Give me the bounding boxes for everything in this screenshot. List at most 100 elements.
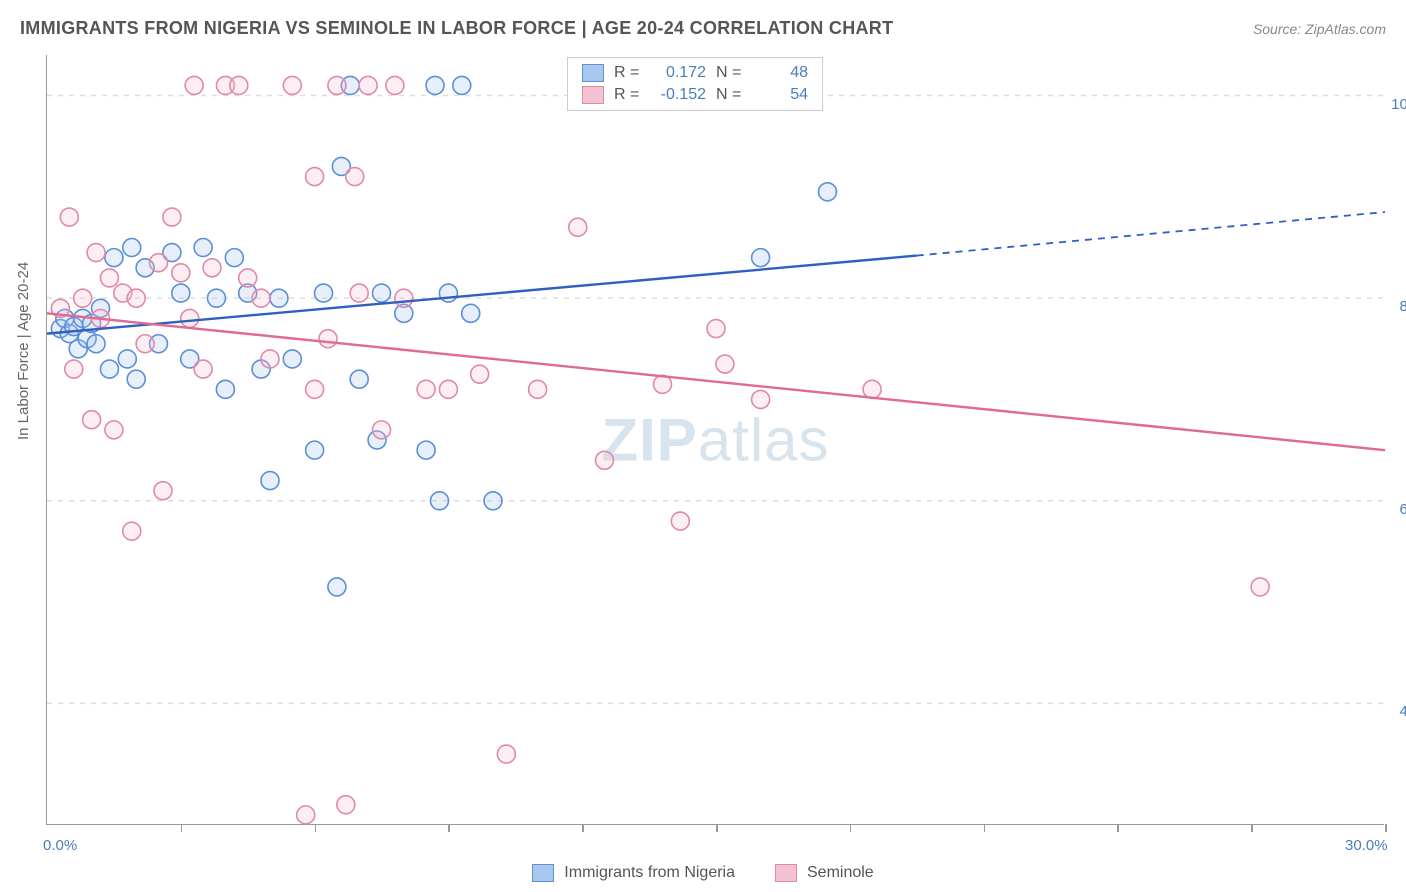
data-point	[373, 421, 391, 439]
data-point	[123, 522, 141, 540]
data-point	[270, 289, 288, 307]
data-point	[417, 441, 435, 459]
data-point	[426, 76, 444, 94]
data-point	[194, 360, 212, 378]
data-point	[752, 249, 770, 267]
data-point	[216, 380, 234, 398]
data-point	[462, 304, 480, 322]
data-point	[87, 244, 105, 262]
data-point	[350, 370, 368, 388]
data-point	[261, 472, 279, 490]
data-point	[671, 512, 689, 530]
data-point	[497, 745, 515, 763]
legend-series-name: Seminole	[807, 864, 874, 882]
data-point	[386, 76, 404, 94]
data-point	[74, 289, 92, 307]
data-point	[596, 451, 614, 469]
y-tick-label: 80.0%	[1399, 298, 1406, 315]
data-point	[181, 309, 199, 327]
data-point	[328, 76, 346, 94]
legend-swatch	[532, 864, 554, 882]
y-tick-label: 100.0%	[1391, 96, 1406, 113]
data-point	[163, 208, 181, 226]
data-point	[569, 218, 587, 236]
data-point	[337, 796, 355, 814]
data-point	[863, 380, 881, 398]
legend-N-label: N =	[716, 86, 744, 104]
data-point	[87, 335, 105, 353]
legend-stats-row: R =-0.152N =54	[568, 84, 822, 106]
data-point	[529, 380, 547, 398]
x-tick	[315, 824, 317, 832]
data-point	[359, 76, 377, 94]
legend-item: Seminole	[775, 864, 874, 882]
data-point	[306, 380, 324, 398]
source-attribution: Source: ZipAtlas.com	[1253, 21, 1386, 37]
data-point	[439, 284, 457, 302]
legend-R-value: -0.152	[652, 86, 706, 104]
x-tick	[1385, 824, 1387, 832]
data-point	[252, 289, 270, 307]
data-point	[819, 183, 837, 201]
data-point	[1251, 578, 1269, 596]
data-point	[118, 350, 136, 368]
data-point	[65, 360, 83, 378]
data-point	[105, 249, 123, 267]
data-point	[83, 411, 101, 429]
legend-series-name: Immigrants from Nigeria	[564, 864, 735, 882]
legend-R-label: R =	[614, 64, 642, 82]
x-tick	[582, 824, 584, 832]
chart-container: IMMIGRANTS FROM NIGERIA VS SEMINOLE IN L…	[0, 0, 1406, 892]
data-point	[707, 320, 725, 338]
trend-line-extrapolated	[917, 212, 1385, 256]
data-point	[439, 380, 457, 398]
data-point	[430, 492, 448, 510]
data-point	[373, 284, 391, 302]
legend-swatch	[775, 864, 797, 882]
x-tick	[1117, 824, 1119, 832]
data-point	[319, 330, 337, 348]
data-point	[194, 239, 212, 257]
data-point	[127, 370, 145, 388]
data-point	[105, 421, 123, 439]
data-point	[123, 239, 141, 257]
data-point	[328, 578, 346, 596]
x-tick-label: 30.0%	[1345, 837, 1388, 854]
y-axis-title: In Labor Force | Age 20-24	[15, 262, 32, 440]
legend-bottom: Immigrants from Nigeria Seminole	[0, 864, 1406, 882]
data-point	[203, 259, 221, 277]
data-point	[283, 350, 301, 368]
y-tick-label: 40.0%	[1399, 703, 1406, 720]
data-point	[136, 335, 154, 353]
data-point	[225, 249, 243, 267]
data-point	[752, 390, 770, 408]
data-point	[185, 76, 203, 94]
data-point	[484, 492, 502, 510]
data-point	[297, 806, 315, 824]
data-point	[283, 76, 301, 94]
data-point	[100, 360, 118, 378]
data-point	[261, 350, 279, 368]
data-point	[127, 289, 145, 307]
data-point	[453, 76, 471, 94]
data-point	[306, 168, 324, 186]
data-point	[346, 168, 364, 186]
x-tick	[716, 824, 718, 832]
plot-area: ZIPatlas R =0.172N =48R =-0.152N =54 40.…	[46, 55, 1384, 825]
data-point	[100, 269, 118, 287]
legend-N-value: 48	[754, 64, 808, 82]
x-tick	[984, 824, 986, 832]
legend-stats-row: R =0.172N =48	[568, 62, 822, 84]
data-point	[60, 208, 78, 226]
data-point	[306, 441, 324, 459]
plot-svg	[47, 55, 1384, 824]
legend-swatch	[582, 64, 604, 82]
legend-R-value: 0.172	[652, 64, 706, 82]
data-point	[395, 289, 413, 307]
x-tick	[850, 824, 852, 832]
legend-swatch	[582, 86, 604, 104]
chart-title: IMMIGRANTS FROM NIGERIA VS SEMINOLE IN L…	[20, 18, 893, 39]
legend-R-label: R =	[614, 86, 642, 104]
legend-item: Immigrants from Nigeria	[532, 864, 735, 882]
x-tick	[1251, 824, 1253, 832]
